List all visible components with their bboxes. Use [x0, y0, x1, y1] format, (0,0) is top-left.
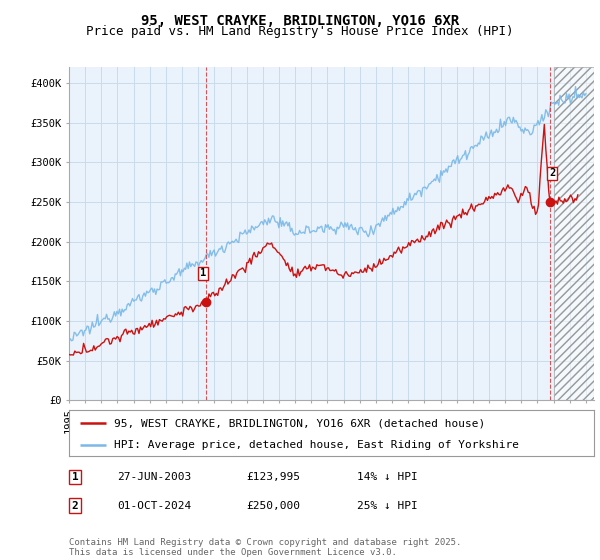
Text: 2: 2: [549, 168, 555, 178]
Text: £250,000: £250,000: [246, 501, 300, 511]
Text: 14% ↓ HPI: 14% ↓ HPI: [357, 472, 418, 482]
Text: 1: 1: [200, 268, 206, 278]
Text: 25% ↓ HPI: 25% ↓ HPI: [357, 501, 418, 511]
Text: £123,995: £123,995: [246, 472, 300, 482]
Text: 27-JUN-2003: 27-JUN-2003: [117, 472, 191, 482]
Text: 01-OCT-2024: 01-OCT-2024: [117, 501, 191, 511]
Text: Contains HM Land Registry data © Crown copyright and database right 2025.
This d: Contains HM Land Registry data © Crown c…: [69, 538, 461, 557]
Text: Price paid vs. HM Land Registry's House Price Index (HPI): Price paid vs. HM Land Registry's House …: [86, 25, 514, 38]
Text: HPI: Average price, detached house, East Riding of Yorkshire: HPI: Average price, detached house, East…: [113, 440, 518, 450]
Text: 95, WEST CRAYKE, BRIDLINGTON, YO16 6XR (detached house): 95, WEST CRAYKE, BRIDLINGTON, YO16 6XR (…: [113, 418, 485, 428]
Text: 1: 1: [71, 472, 79, 482]
Text: 2: 2: [71, 501, 79, 511]
Bar: [554, 67, 594, 400]
Text: 95, WEST CRAYKE, BRIDLINGTON, YO16 6XR: 95, WEST CRAYKE, BRIDLINGTON, YO16 6XR: [141, 14, 459, 28]
